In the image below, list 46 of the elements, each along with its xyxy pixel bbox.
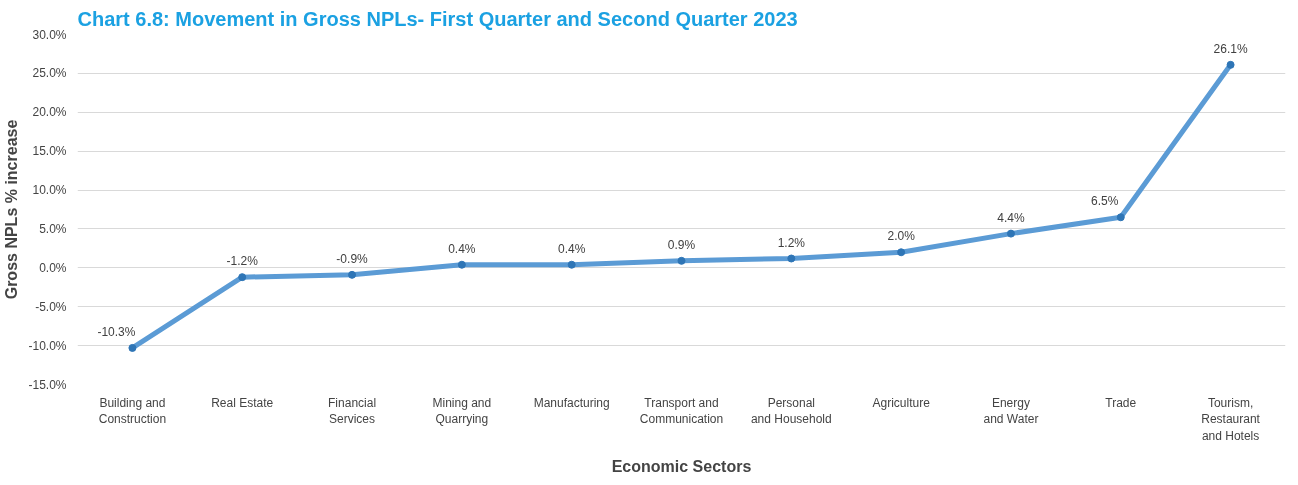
y-axis-title: Gross NPLs % increase — [3, 119, 21, 300]
x-tick-label: Energy and Water — [983, 395, 1039, 427]
y-tick-label: 5.0% — [39, 221, 67, 236]
y-tick-label: -10.0% — [28, 338, 67, 353]
point — [1226, 60, 1235, 69]
text: 1.2% — [777, 235, 805, 250]
y-tick-label: -15.0% — [28, 377, 67, 392]
y-tick-label: 30.0% — [32, 27, 67, 42]
x-tick-label: Agriculture — [872, 395, 931, 410]
x-tick-label: Financial Services — [328, 395, 377, 427]
text: 0.4% — [558, 241, 586, 256]
y-tick-label: 15.0% — [32, 144, 67, 159]
text: 6.5% — [1091, 194, 1119, 209]
point — [897, 248, 906, 257]
text: 26.1% — [1213, 41, 1248, 56]
x-tick-label: Trade — [1105, 395, 1137, 410]
point — [567, 260, 576, 269]
point — [787, 254, 796, 263]
x-tick-label: Real Estate — [211, 395, 274, 410]
x-tick-label: Tourism, Restaurant and Hotels — [1201, 395, 1261, 444]
x-tick-label: Manufacturing — [533, 395, 610, 410]
text: -10.3% — [97, 324, 136, 339]
y-tick-label: -5.0% — [35, 299, 67, 314]
x-tick-label: Building and Construction — [98, 395, 167, 427]
text: -1.2% — [226, 254, 258, 269]
point — [128, 343, 137, 352]
text: 4.4% — [997, 210, 1025, 225]
x-axis-title: Economic Sectors — [611, 458, 752, 476]
point — [1116, 213, 1125, 222]
y-tick-label: 10.0% — [32, 183, 67, 198]
x-tick-label: Transport and Communication — [639, 395, 724, 427]
y-tick-label: 25.0% — [32, 66, 67, 81]
point — [457, 260, 466, 269]
point — [677, 256, 686, 265]
text: 0.9% — [667, 237, 696, 252]
text: 2.0% — [887, 229, 915, 244]
x-tick-label: Personal and Household — [750, 395, 832, 427]
text: -0.9% — [336, 251, 368, 266]
y-tick-label: 0.0% — [39, 260, 67, 275]
y-tick-label: 20.0% — [32, 105, 67, 120]
x-tick-label: Mining and Quarrying — [432, 395, 492, 427]
point — [348, 270, 357, 279]
chart-title: Chart 6.8: Movement in Gross NPLs- First Quarter and Second Quarter 2023 — [77, 7, 798, 30]
point — [238, 273, 247, 282]
text: 0.4% — [448, 241, 476, 256]
point — [1006, 229, 1015, 238]
